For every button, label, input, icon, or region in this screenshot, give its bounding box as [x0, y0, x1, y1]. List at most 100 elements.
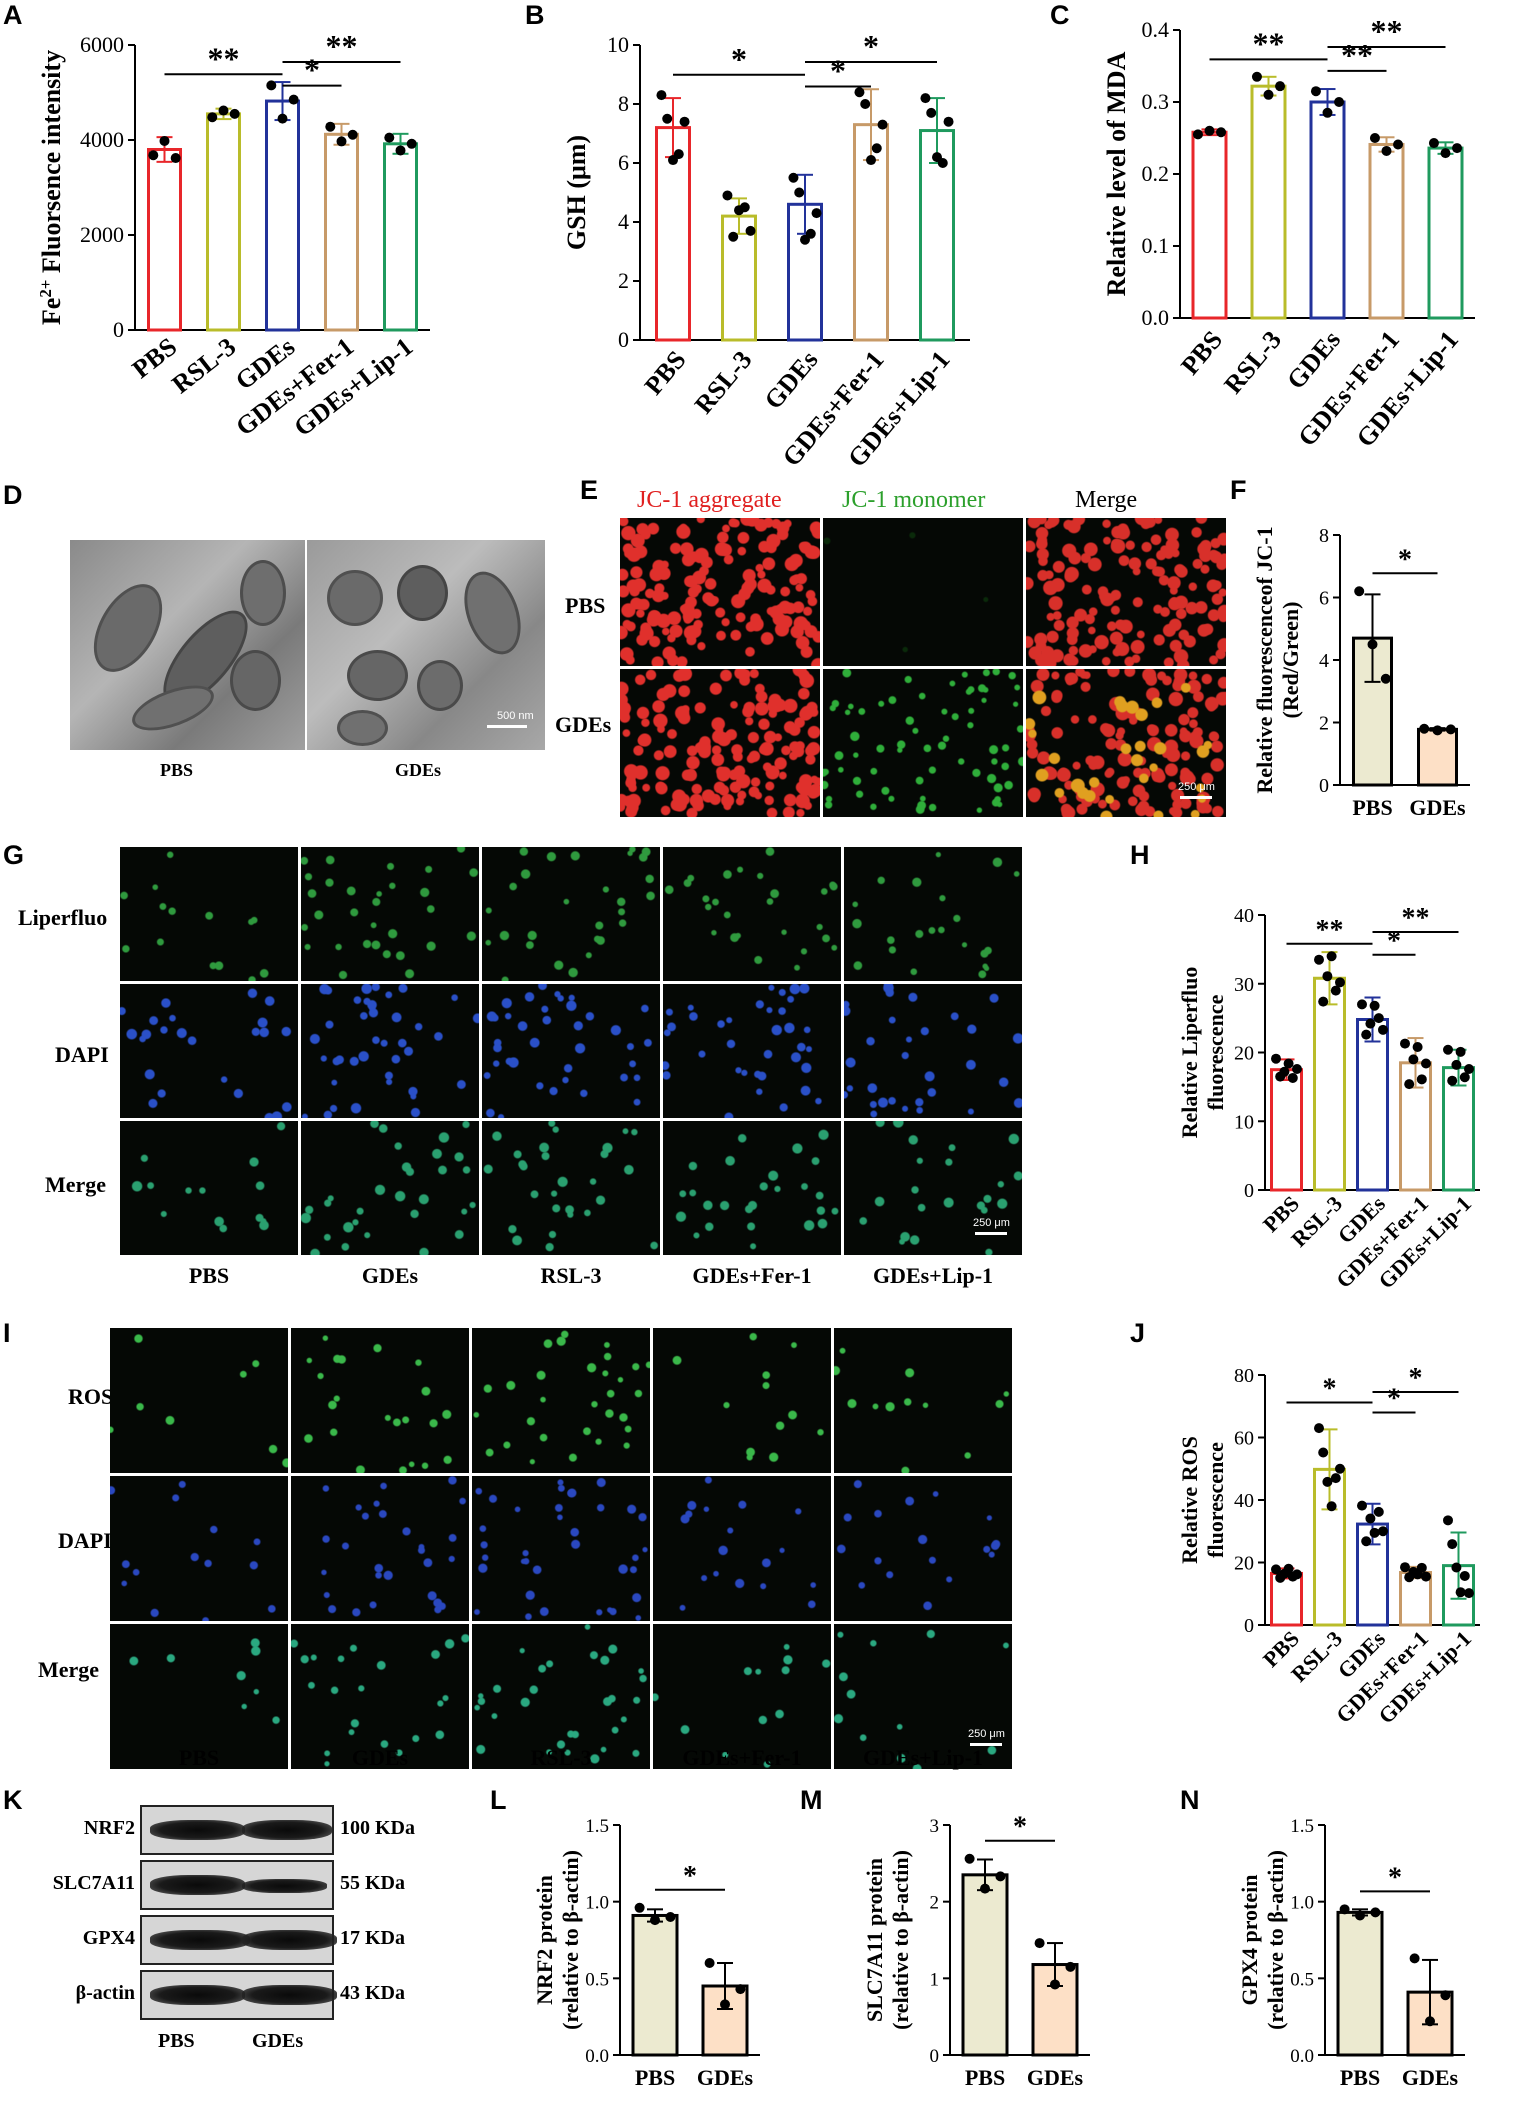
y-tick-label: 0 — [618, 327, 629, 352]
data-point — [1421, 1058, 1431, 1069]
data-point — [1409, 1953, 1420, 1964]
y-axis-label: NRF2 protein — [532, 1875, 557, 2005]
data-point — [266, 80, 277, 91]
ros-cell — [110, 1476, 288, 1621]
data-point — [1452, 143, 1463, 154]
ros-cell — [834, 1328, 1012, 1473]
bar-gdes — [265, 99, 300, 332]
panel-letter-f: F — [1230, 475, 1247, 505]
western-band — [150, 1820, 245, 1840]
western-protein-label: NRF2 — [83, 1817, 135, 1839]
data-point — [1447, 1075, 1458, 1086]
western-band — [242, 1879, 327, 1893]
ros-cell — [291, 1476, 469, 1621]
data-point — [1361, 1029, 1372, 1040]
data-point — [1318, 996, 1329, 1007]
data-point — [1443, 1044, 1453, 1055]
data-point — [1421, 1571, 1431, 1582]
y-axis-label: (relative to β-actin) — [888, 1850, 913, 2030]
data-point — [395, 145, 406, 156]
panel-letter-g: G — [3, 840, 25, 870]
data-point — [1361, 1536, 1372, 1547]
western-lane-label: PBS — [158, 2030, 195, 2052]
y-tick-label: 0.0 — [585, 2046, 609, 2067]
ros-col-label: GDEs — [351, 1745, 409, 1770]
jc1-cell — [823, 518, 1023, 666]
ros-image-grid: 250 μm — [110, 1328, 1012, 1769]
tem-image-gdes: 500 nm — [307, 540, 545, 750]
western-size-label: 43 KDa — [340, 1982, 405, 2004]
data-point — [866, 155, 876, 166]
y-axis-label: (relative to β-actin) — [558, 1850, 583, 2030]
data-point — [1355, 1910, 1365, 1921]
ros-cell — [110, 1624, 288, 1769]
ros-col-label: GDEs+Lip-1 — [862, 1745, 984, 1770]
data-point — [1378, 1024, 1388, 1035]
bar-gdes-lip-1 — [1427, 146, 1464, 320]
y-tick-label: 0 — [1244, 1180, 1254, 1202]
data-point — [1314, 954, 1324, 965]
panel-letter-a: A — [3, 0, 23, 30]
western-protein-label: GPX4 — [82, 1927, 135, 1949]
bar-gdes-lip-1 — [383, 142, 418, 332]
ros-cell — [653, 1624, 831, 1769]
data-point — [745, 225, 756, 236]
data-point — [1192, 129, 1203, 140]
ros-row-dapi: DAPI — [58, 1528, 112, 1553]
y-tick-label: 6 — [1319, 588, 1329, 610]
bar-gdes — [787, 202, 823, 342]
data-point — [1326, 951, 1337, 962]
liperfluo-scale-bar — [975, 1232, 1007, 1235]
y-tick-label: 0 — [930, 2046, 940, 2067]
data-point — [1428, 138, 1439, 149]
ros-cell — [653, 1328, 831, 1473]
data-point — [1310, 86, 1321, 97]
ros-cell — [472, 1624, 650, 1769]
liperfluo-cell — [301, 984, 479, 1118]
panel-letter-e: E — [580, 475, 599, 505]
data-point — [1335, 1463, 1345, 1474]
data-point — [871, 143, 882, 154]
data-point — [1314, 1423, 1324, 1434]
significance-label: ** — [1371, 13, 1403, 49]
data-point — [656, 90, 667, 101]
liperfluo-cell — [663, 847, 841, 981]
data-point — [704, 1958, 715, 1968]
y-tick-label: 6000 — [80, 32, 124, 57]
liperfluo-cell — [120, 847, 298, 981]
y-tick-label: 0 — [1244, 1615, 1254, 1637]
data-point — [728, 231, 739, 242]
y-axis-label: fluorescence — [1203, 994, 1228, 1110]
y-tick-label: 1.0 — [1290, 1893, 1314, 1914]
liperfluo-col-label: GDEs+Fer-1 — [692, 1263, 812, 1288]
data-point — [277, 113, 288, 124]
data-point — [1271, 1053, 1281, 1064]
data-point — [995, 1871, 1006, 1882]
y-tick-label: 80 — [1234, 1365, 1254, 1387]
y-axis-label: (relative to β-actin) — [1263, 1850, 1288, 2030]
y-tick-label: 4 — [618, 209, 629, 234]
data-point — [722, 190, 733, 201]
ros-cell — [834, 1476, 1012, 1621]
western-blot-strip — [140, 1915, 337, 1965]
data-point — [1432, 725, 1443, 736]
y-tick-label: 0.2 — [1142, 161, 1170, 186]
y-tick-label: 3 — [930, 1816, 940, 1837]
bar-pbs — [1270, 1068, 1303, 1192]
data-point — [877, 119, 888, 130]
significance-label: * — [1388, 1862, 1402, 1893]
data-point — [1050, 1979, 1060, 1990]
ros-scale-bar — [970, 1743, 1002, 1746]
liperfluo-scale-label: 250 μm — [973, 1217, 1010, 1229]
y-tick-label: 40 — [1234, 1490, 1254, 1512]
data-point — [347, 129, 358, 140]
significance-label: * — [304, 52, 320, 88]
significance-label: ** — [1402, 903, 1430, 934]
data-point — [1283, 1563, 1294, 1574]
ros-row-ros: ROS — [68, 1384, 114, 1409]
y-tick-label: 0.3 — [1142, 89, 1170, 114]
western-protein-label: SLC7A11 — [52, 1872, 135, 1894]
x-tick-label: PBS — [1175, 325, 1228, 380]
y-tick-label: 0.0 — [1142, 305, 1170, 330]
